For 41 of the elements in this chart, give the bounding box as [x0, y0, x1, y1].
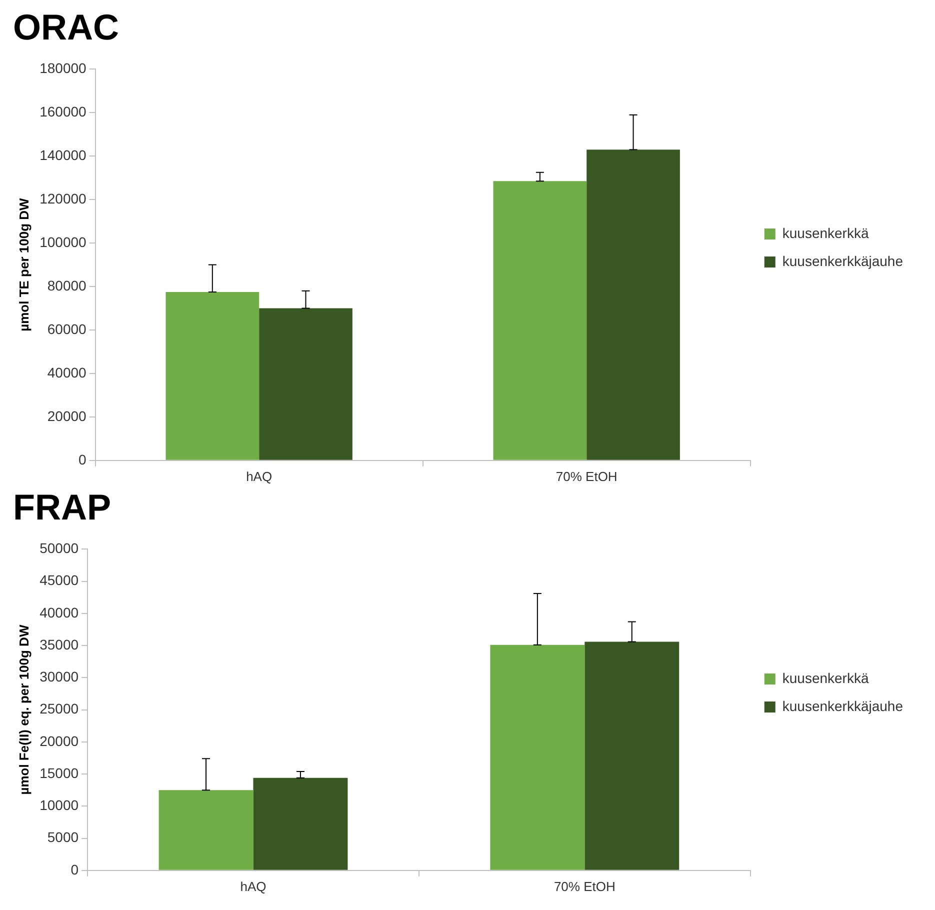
x-tick-label: hAQ [240, 878, 266, 894]
legend-label: kuusenkerkkä [782, 670, 869, 686]
legend-label: kuusenkerkkä [782, 224, 869, 241]
chart-title: FRAP [13, 486, 111, 528]
y-tick-label: 40000 [47, 364, 87, 380]
y-tick-label: 20000 [47, 408, 87, 424]
y-tick-label: 5000 [47, 829, 79, 846]
bar [586, 150, 680, 460]
y-axis-title: µmol TE per 100g DW [16, 197, 32, 332]
x-tick-label: 70% EtOH [554, 878, 616, 894]
bar [490, 644, 585, 870]
y-tick-label: 120000 [40, 190, 87, 206]
y-tick-label: 15000 [40, 764, 79, 781]
y-tick-label: 35000 [40, 636, 79, 652]
chart-title: ORAC [13, 6, 119, 48]
y-tick-label: 140000 [40, 146, 87, 163]
y-tick-label: 160000 [40, 104, 87, 120]
y-tick-label: 20000 [40, 732, 79, 749]
y-tick-label: 40000 [40, 604, 79, 620]
y-tick-label: 0 [70, 861, 79, 878]
bar [166, 292, 260, 460]
y-tick-label: 60000 [47, 320, 87, 337]
x-tick-label: 70% EtOH [556, 468, 618, 484]
bar [584, 642, 680, 870]
y-tick-label: 100000 [40, 234, 87, 250]
y-tick-label: 0 [78, 451, 87, 468]
legend-label: kuusenkerkkäjauhe [782, 698, 904, 714]
y-tick-label: 25000 [40, 700, 79, 717]
y-tick-label: 30000 [40, 668, 79, 685]
bar [259, 308, 352, 460]
bar [253, 778, 348, 870]
legend-label: kuusenkerkkäjauhe [782, 252, 904, 269]
y-tick-label: 80000 [47, 277, 87, 294]
bar [158, 790, 254, 870]
bar [493, 181, 587, 460]
x-tick-label: hAQ [246, 468, 272, 484]
y-tick-label: 10000 [40, 797, 79, 814]
y-tick-label: 180000 [40, 60, 87, 76]
y-tick-label: 45000 [40, 572, 79, 588]
y-axis-title: µmol Fe(II) eq. per 100g DW [16, 624, 32, 795]
y-tick-label: 50000 [40, 540, 79, 556]
